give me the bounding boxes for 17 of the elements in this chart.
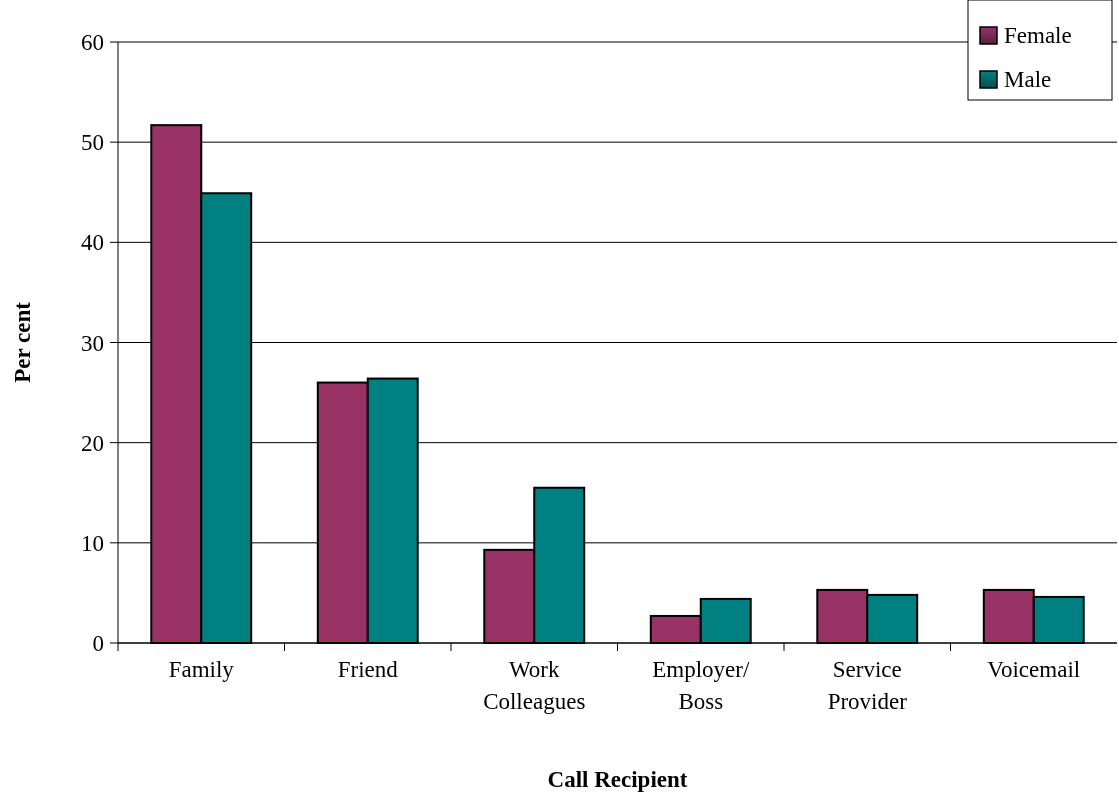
x-axis-title: Call Recipient bbox=[547, 767, 688, 792]
x-tick-label: Family bbox=[168, 657, 235, 682]
y-tick-label: 60 bbox=[81, 30, 104, 56]
y-tick-label: 10 bbox=[81, 530, 104, 556]
y-axis-title: Per cent bbox=[10, 301, 35, 383]
x-tick-label: Employer/ Boss bbox=[652, 657, 750, 714]
legend-label: Male bbox=[1004, 67, 1052, 93]
legend-label: Female bbox=[1004, 23, 1072, 49]
y-tick-label: 50 bbox=[81, 130, 104, 156]
x-tick-label: Service Provider bbox=[827, 657, 908, 714]
x-tick-label: Work Colleagues bbox=[483, 657, 586, 714]
x-tick-label: Friend bbox=[337, 657, 399, 682]
y-tick-label: 40 bbox=[81, 230, 104, 256]
y-tick-label: 20 bbox=[81, 430, 104, 456]
y-tick-label: 0 bbox=[92, 631, 104, 657]
y-tick-label: 30 bbox=[81, 330, 104, 356]
x-tick-label: Voicemail bbox=[987, 657, 1081, 682]
